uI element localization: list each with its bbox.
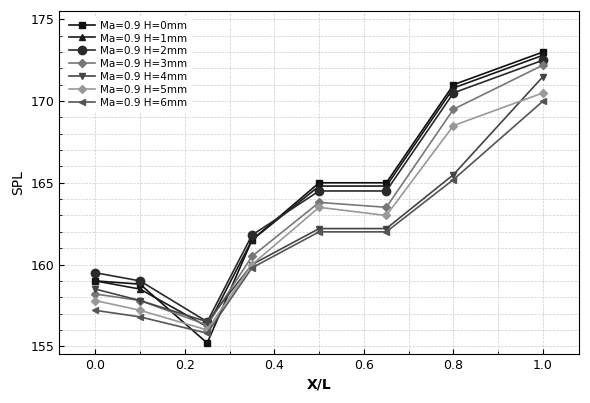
Ma=0.9 H=2mm [248,233,255,237]
Line: Ma=0.9 H=2mm: Ma=0.9 H=2mm [91,56,548,326]
Ma=0.9 H=2mm [539,58,546,62]
Ma=0.9 H=3mm [383,205,390,210]
Ma=0.9 H=1mm [248,238,255,243]
Ma=0.9 H=2mm [450,90,457,95]
Ma=0.9 H=6mm [539,99,546,104]
Ma=0.9 H=3mm [91,291,99,296]
Ma=0.9 H=2mm [383,189,390,193]
Ma=0.9 H=4mm [91,287,99,291]
Ma=0.9 H=0mm [383,181,390,185]
Ma=0.9 H=1mm [316,184,323,189]
Legend: Ma=0.9 H=0mm, Ma=0.9 H=1mm, Ma=0.9 H=2mm, Ma=0.9 H=3mm, Ma=0.9 H=4mm, Ma=0.9 H=5: Ma=0.9 H=0mm, Ma=0.9 H=1mm, Ma=0.9 H=2mm… [65,16,191,112]
Ma=0.9 H=6mm [136,314,143,319]
Ma=0.9 H=5mm [204,328,211,332]
Ma=0.9 H=5mm [383,213,390,218]
Ma=0.9 H=2mm [204,319,211,324]
Ma=0.9 H=0mm [136,282,143,287]
Ma=0.9 H=5mm [136,308,143,313]
Ma=0.9 H=0mm [248,238,255,243]
Ma=0.9 H=3mm [204,323,211,328]
Y-axis label: SPL: SPL [11,170,25,195]
Line: Ma=0.9 H=4mm: Ma=0.9 H=4mm [92,73,546,325]
Ma=0.9 H=0mm [204,341,211,345]
Ma=0.9 H=1mm [136,287,143,291]
Ma=0.9 H=3mm [316,200,323,205]
Ma=0.9 H=4mm [383,226,390,231]
X-axis label: X/L: X/L [307,378,332,392]
Line: Ma=0.9 H=1mm: Ma=0.9 H=1mm [92,52,546,330]
Ma=0.9 H=6mm [91,308,99,313]
Ma=0.9 H=1mm [450,85,457,90]
Ma=0.9 H=6mm [383,229,390,234]
Ma=0.9 H=0mm [91,278,99,283]
Line: Ma=0.9 H=6mm: Ma=0.9 H=6mm [92,98,546,337]
Ma=0.9 H=0mm [539,50,546,54]
Ma=0.9 H=2mm [316,189,323,193]
Ma=0.9 H=4mm [316,226,323,231]
Ma=0.9 H=1mm [383,184,390,189]
Ma=0.9 H=2mm [136,278,143,283]
Ma=0.9 H=5mm [450,123,457,128]
Ma=0.9 H=5mm [248,262,255,267]
Ma=0.9 H=4mm [450,172,457,177]
Ma=0.9 H=3mm [450,107,457,112]
Ma=0.9 H=5mm [91,298,99,303]
Ma=0.9 H=5mm [316,205,323,210]
Line: Ma=0.9 H=3mm: Ma=0.9 H=3mm [93,62,546,328]
Ma=0.9 H=4mm [539,74,546,79]
Ma=0.9 H=6mm [204,331,211,336]
Ma=0.9 H=1mm [204,324,211,329]
Ma=0.9 H=3mm [136,298,143,303]
Ma=0.9 H=6mm [450,177,457,182]
Ma=0.9 H=2mm [91,270,99,275]
Ma=0.9 H=6mm [248,266,255,270]
Line: Ma=0.9 H=0mm: Ma=0.9 H=0mm [92,48,546,347]
Ma=0.9 H=1mm [539,53,546,58]
Ma=0.9 H=0mm [450,82,457,87]
Ma=0.9 H=0mm [316,181,323,185]
Ma=0.9 H=4mm [248,262,255,267]
Ma=0.9 H=5mm [539,90,546,95]
Ma=0.9 H=6mm [316,229,323,234]
Ma=0.9 H=1mm [91,278,99,283]
Line: Ma=0.9 H=5mm: Ma=0.9 H=5mm [93,90,546,333]
Ma=0.9 H=3mm [539,62,546,67]
Ma=0.9 H=4mm [204,319,211,324]
Ma=0.9 H=3mm [248,254,255,259]
Ma=0.9 H=4mm [136,298,143,303]
